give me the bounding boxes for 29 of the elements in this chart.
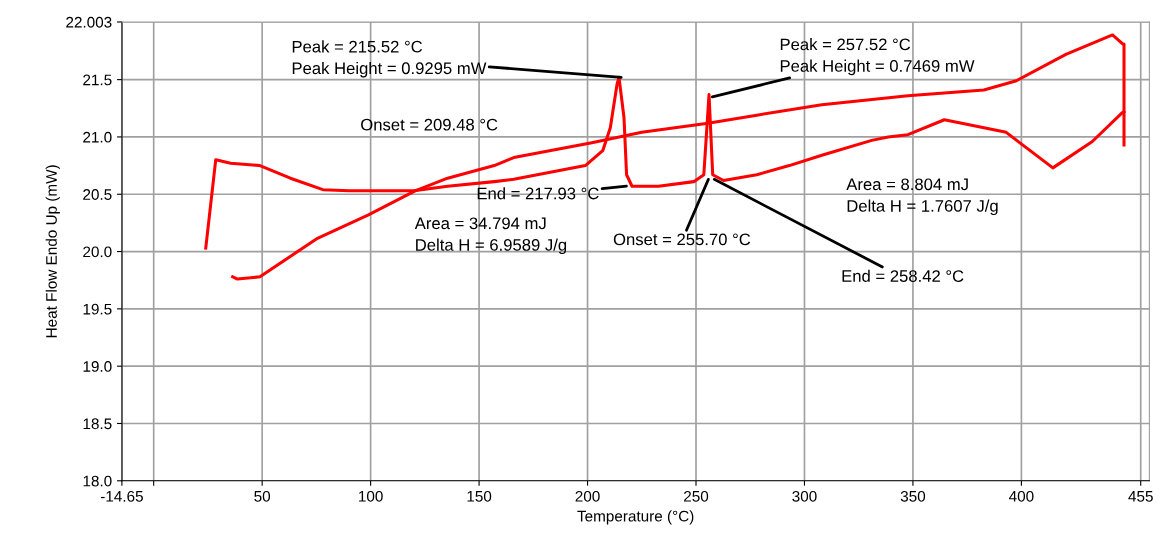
x-tick-label: -14.65 [100,490,143,502]
x-tick-label: 400 [1009,490,1034,502]
x-tick-label: 350 [900,490,926,502]
annotation: End = 217.93 °C [477,187,599,200]
annotation: End = 258.42 °C [842,269,964,282]
annotation: Area = 8.804 mJ Delta H = 1.7607 J/g [846,178,998,216]
y-tick-label: 19.5 [83,303,112,315]
y-tick-label: 20.5 [83,189,112,200]
annotation: Peak = 215.52 °C Peak Height = 0.9295 mW [292,40,487,78]
annotation: Onset = 209.48 °C [361,118,498,131]
x-tick-label: 250 [684,490,709,502]
y-tick-label: 20.0 [83,246,112,258]
y-tick-label: 18.5 [83,418,112,430]
x-tick-label: 100 [359,490,383,502]
y-tick-label: 21.5 [83,74,112,86]
annotation: Area = 34.794 mJ Delta H = 6.9589 J/g [414,217,567,255]
x-tick-label: 200 [575,490,600,502]
y-tick-label: 22.003 [66,16,112,28]
x-axis-title: Temperature (°C) [577,510,694,525]
annotation: Onset = 255.70 °C [613,233,751,246]
y-tick-label: 21.0 [83,131,112,143]
x-tick-label: 50 [254,490,271,502]
annotation: Peak = 257.52 °C Peak Height = 0.7469 mW [780,38,975,76]
x-tick-label: 455 [1128,491,1153,502]
y-tick-label: 19.0 [83,361,112,372]
y-tick-label: 18.0 [83,475,112,487]
y-axis-title: Heat Flow Endo Up (mW) [45,165,60,338]
x-tick-label: 150 [467,490,492,502]
x-tick-label: 300 [792,490,817,502]
